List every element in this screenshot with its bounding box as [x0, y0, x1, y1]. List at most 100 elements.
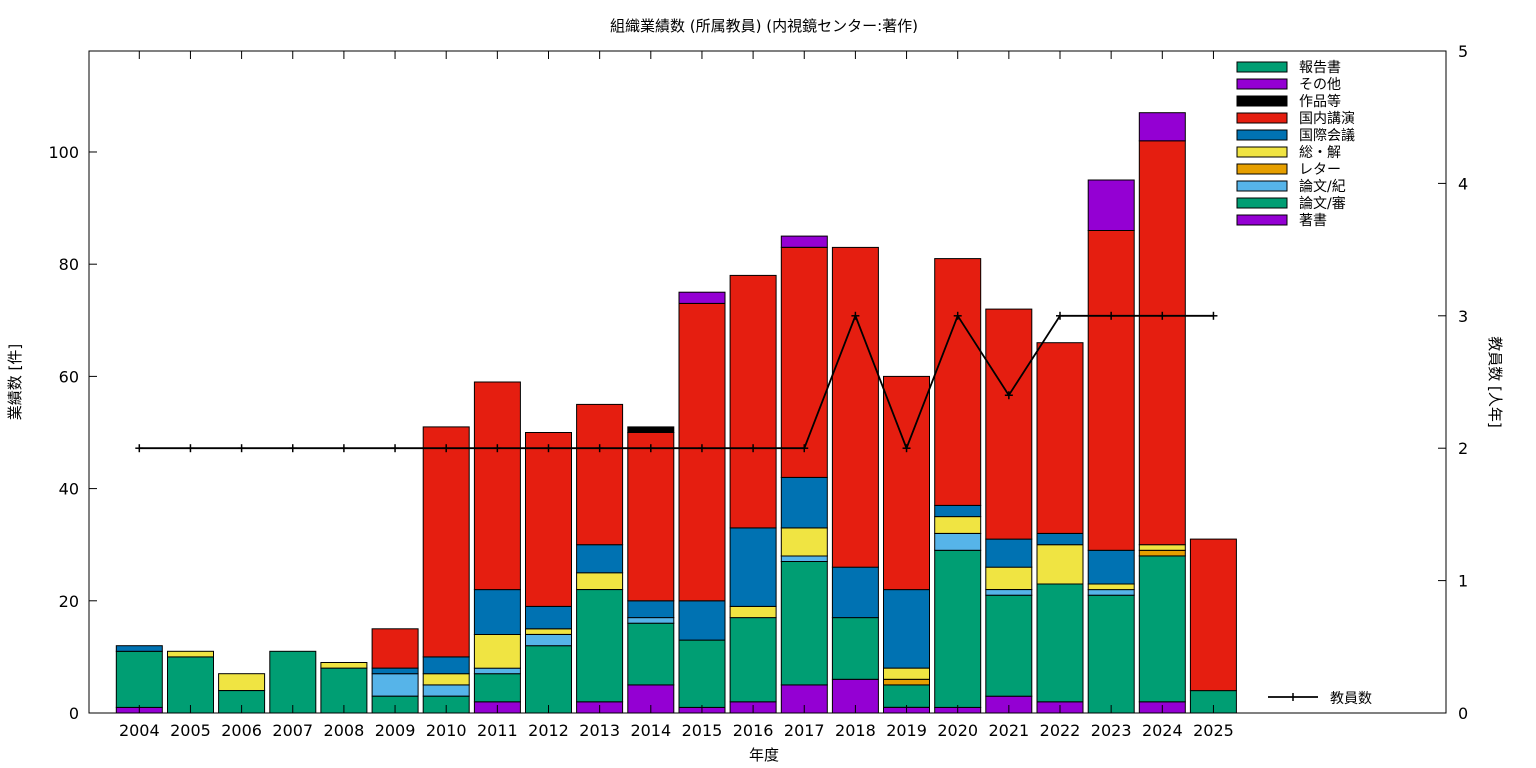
line-point-2008 [339, 444, 348, 453]
bar-2020-series-1 [934, 549, 982, 708]
bar-2024-series-6 [1138, 140, 1186, 546]
legend-swatch-1 [1236, 197, 1288, 209]
bar-2010-series-2 [422, 684, 470, 697]
y2-axis: 0 1 2 3 4 5 [1438, 42, 1468, 723]
bar-2022-series-6 [1036, 342, 1084, 534]
legend-label-9: 報告書 [1299, 60, 1341, 76]
bar-2021-series-1 [985, 594, 1033, 697]
bar-2023-series-2 [1087, 589, 1135, 596]
y-tick-label: 40 [59, 480, 79, 499]
y-axis: 0 20 40 60 80 100 [48, 143, 97, 723]
chart-title: 組織業績数 (所属教員) (内視鏡センター:著作) [610, 17, 918, 35]
bar-2022-series-1 [1036, 583, 1084, 703]
line-point-2005 [186, 444, 195, 453]
line-point-2020 [953, 311, 962, 320]
line-point-2007 [288, 444, 297, 453]
bar-2011-series-5 [473, 589, 521, 635]
bar-2005-series-4 [167, 650, 214, 658]
x-tick-label: 2008 [324, 721, 365, 740]
bar-2021-series-5 [985, 538, 1033, 568]
y2-axis-label: 教員数 [人年] [1486, 336, 1504, 427]
bar-2014-series-2 [627, 617, 675, 624]
legend-label-2: 論文/紀 [1299, 179, 1346, 195]
y2-tick-label: 2 [1458, 439, 1468, 458]
legend-swatch-5 [1236, 129, 1288, 141]
bar-2012-series-6 [525, 432, 572, 607]
bar-2004-series-1 [115, 650, 163, 708]
x-tick-label: 2012 [528, 721, 569, 740]
bar-2018-series-6 [831, 246, 879, 568]
bar-2023-series-8 [1087, 179, 1135, 231]
legend-label-6: 国内講演 [1299, 111, 1355, 127]
x-tick-label: 2007 [272, 721, 313, 740]
bar-2018-series-1 [831, 617, 879, 680]
bar-2009-series-5 [371, 667, 419, 675]
line-teachers [139, 313, 1214, 451]
bar-2012-series-5 [525, 605, 572, 630]
bar-2009-series-2 [371, 673, 419, 697]
legend-swatch-6 [1236, 112, 1288, 124]
bar-2020-series-5 [934, 504, 982, 518]
bar-2023-series-4 [1087, 583, 1135, 591]
bar-2017-series-1 [780, 561, 828, 686]
bar-2011-series-2 [473, 667, 521, 675]
line-point-2011 [493, 444, 502, 453]
bar-2012-series-4 [525, 628, 572, 635]
x-tick-label: 2015 [682, 721, 723, 740]
x-tick-label: 2025 [1193, 721, 1234, 740]
line-point-2024 [1158, 311, 1167, 320]
bar-2019-series-3 [883, 678, 930, 686]
bar-2021-series-6 [985, 308, 1033, 540]
legend-swatch-2 [1236, 180, 1288, 192]
bar-2005-series-1 [167, 656, 214, 714]
bar-2015-series-1 [678, 639, 726, 708]
bar-2006-series-4 [218, 673, 266, 692]
line-point-2014 [646, 444, 655, 453]
bar-2013-series-5 [576, 544, 624, 574]
legend-swatch-7 [1236, 95, 1288, 107]
x-tick-label: 2009 [375, 721, 416, 740]
line-point-2025 [1209, 311, 1218, 320]
line-point-2010 [442, 444, 451, 453]
bar-2017-series-2 [780, 555, 828, 563]
x-tick-label: 2005 [170, 721, 211, 740]
line-point-2015 [697, 444, 706, 453]
line-point-2009 [391, 444, 400, 453]
legend-label-4: 総・解 [1299, 145, 1341, 161]
bar-2019-series-5 [883, 589, 930, 669]
bar-2017-series-6 [780, 246, 828, 478]
bar-2021-series-2 [985, 589, 1033, 596]
bar-2009-series-6 [371, 628, 419, 669]
bar-2019-series-4 [883, 667, 930, 680]
bar-2004-series-5 [115, 645, 163, 652]
bar-2024-series-8 [1138, 112, 1186, 142]
bar-2014-series-7 [627, 426, 675, 433]
line-point-2004 [135, 444, 144, 453]
y2-tick-label: 4 [1458, 174, 1468, 193]
bar-2016-series-4 [729, 605, 777, 619]
x-tick-label: 2021 [988, 721, 1029, 740]
line-point-2019 [902, 444, 911, 453]
bar-2017-series-4 [780, 527, 828, 557]
bar-2023-series-6 [1087, 230, 1135, 551]
line-point-2023 [1107, 311, 1116, 320]
x-tick-label: 2011 [477, 721, 518, 740]
line-point-2016 [749, 444, 758, 453]
bar-2024-series-4 [1138, 544, 1186, 551]
x-tick-label: 2013 [579, 721, 620, 740]
bars-layer [115, 112, 1237, 714]
bar-2022-series-4 [1036, 544, 1084, 585]
bar-2020-series-4 [934, 516, 982, 534]
bar-2025-series-6 [1189, 538, 1237, 692]
line-point-2013 [595, 444, 604, 453]
bar-2014-series-6 [627, 432, 675, 602]
x-tick-label: 2018 [835, 721, 876, 740]
bar-2012-series-2 [525, 634, 572, 647]
bar-2016-series-5 [729, 527, 777, 607]
bar-2020-series-2 [934, 533, 982, 551]
legend-label-1: 論文/審 [1299, 196, 1346, 212]
x-tick-label: 2004 [119, 721, 160, 740]
bar-2024-series-3 [1138, 549, 1186, 557]
bar-2008-series-4 [320, 662, 368, 669]
